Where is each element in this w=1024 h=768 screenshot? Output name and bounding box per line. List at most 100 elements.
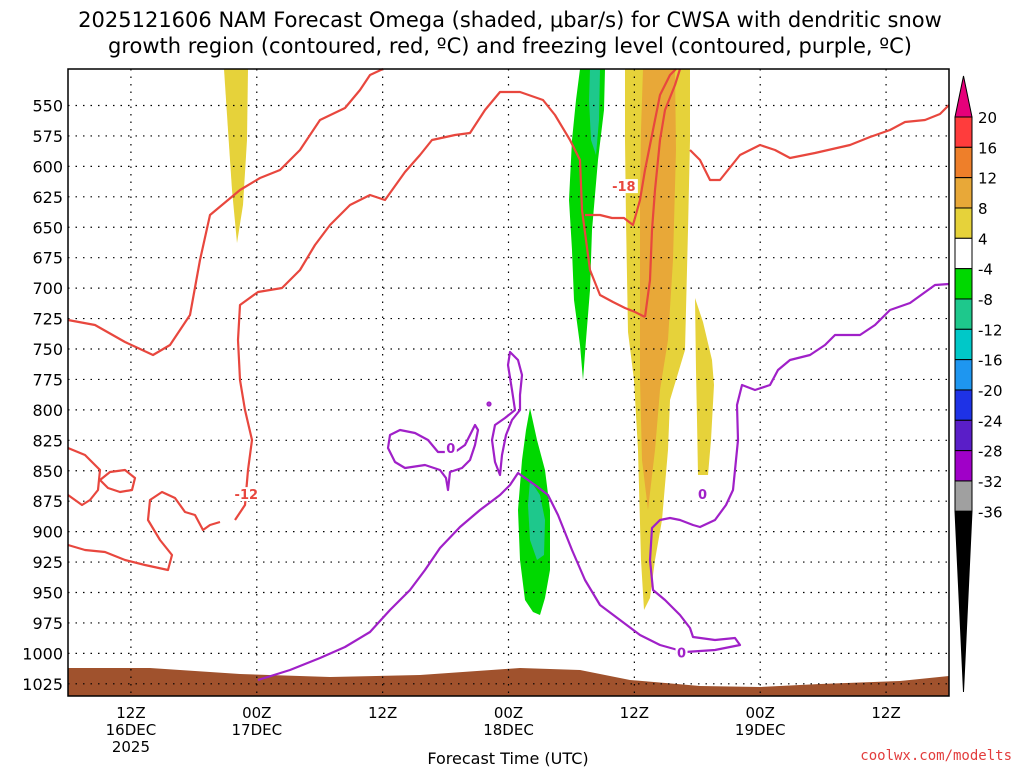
y-tick-label: 750: [32, 340, 63, 359]
y-tick-label: 825: [32, 431, 63, 450]
freezing-level-contours: [257, 282, 950, 682]
chart-title-line2: growth region (contoured, red, ºC) and f…: [108, 34, 912, 58]
contour-label-bg: [675, 645, 688, 660]
colorbar: 20 16 12 8 4 -4 -8 -12 -16 -20 -24 -28 -32 -36: [954, 75, 1003, 693]
dgz-contour-line: [689, 104, 950, 182]
x-tick-label: 12Z: [620, 704, 649, 722]
colorbar-segment: [954, 116, 973, 148]
contour-label: -18: [612, 180, 636, 195]
contour-label: 0: [698, 488, 707, 503]
colorbar-segment: [954, 480, 973, 512]
colorbar-segment: [954, 328, 973, 361]
y-tick-label: 625: [32, 188, 63, 207]
y-tick-label: 1000: [22, 644, 63, 663]
x-tick-label: 12Z: [116, 704, 145, 722]
dgz-contour-line: [67, 490, 221, 572]
contour-labels: -18 -12 0 0 0: [232, 179, 709, 661]
colorbar-label: -28: [978, 443, 1003, 461]
y-tick-label: 600: [32, 157, 63, 176]
x-tick-label: 00Z: [494, 704, 523, 722]
y-tick-label: 675: [32, 249, 63, 268]
colorbar-label: -36: [978, 503, 1003, 521]
dgz-contour-line: [585, 68, 677, 227]
x-tick-label: 12Z: [368, 704, 397, 722]
omega-shading-negative: [518, 69, 605, 615]
y-tick-label: 900: [32, 523, 63, 542]
y-tick-label: 575: [32, 127, 63, 146]
y-axis-ticks: 550 575 600 625 650 675 700 725 750 775 800 825 850 8…: [22, 97, 63, 694]
colorbar-segment: [954, 298, 973, 330]
contour-label-bg: [696, 487, 709, 502]
chart-title-line1: 2025121606 NAM Forecast Omega (shaded, μ…: [78, 8, 942, 32]
colorbar-segment: [954, 359, 973, 391]
contour-label-bg: [444, 440, 457, 455]
colorbar-label: -32: [978, 473, 1003, 491]
y-tick-label: 725: [32, 310, 63, 329]
x-tick-label: 2025: [112, 738, 150, 756]
colorbar-bottom-arrow: [954, 510, 973, 693]
y-tick-label: 775: [32, 370, 63, 389]
contour-label: 0: [677, 646, 686, 661]
y-tick-label: 700: [32, 279, 63, 298]
dgz-contour-line: [234, 90, 646, 521]
x-tick-label: 00Z: [242, 704, 271, 722]
y-tick-label: 1025: [22, 675, 63, 694]
colorbar-label: 16: [978, 139, 997, 157]
omega-shading-positive: [224, 69, 714, 610]
freezing-level-line: [386, 423, 480, 492]
colorbar-segment: [954, 389, 973, 421]
y-tick-label: 800: [32, 401, 63, 420]
dgz-contours: [67, 68, 950, 572]
y-tick-label: 850: [32, 462, 63, 481]
colorbar-label: 12: [978, 170, 997, 188]
contour-label-bg: [232, 487, 261, 502]
contour-label-bg: [609, 179, 638, 194]
colorbar-label: -4: [978, 261, 993, 279]
dgz-contour-line: [98, 468, 137, 494]
colorbar-segment: [954, 146, 973, 179]
colorbar-label: -20: [978, 382, 1003, 400]
x-tick-label: 17DEC: [231, 721, 282, 739]
colorbar-label: -16: [978, 352, 1003, 370]
omega-positive-area: [640, 69, 676, 510]
x-tick-label: 18DEC: [483, 721, 534, 739]
colorbar-segment: [954, 207, 973, 239]
colorbar-label: -24: [978, 412, 1003, 430]
y-tick-label: 650: [32, 218, 63, 237]
x-tick-label: 16DEC: [106, 721, 157, 739]
dgz-contour-line: [67, 68, 384, 357]
plot-area: -18 -12 0 0 0: [67, 68, 950, 697]
colorbar-label: -8: [978, 291, 993, 309]
contour-label: 0: [446, 442, 455, 457]
colorbar-segment: [954, 419, 973, 452]
y-tick-label: 925: [32, 553, 63, 572]
freezing-level-line: [490, 350, 524, 477]
colorbar-label: -12: [978, 321, 1003, 339]
colorbar-label: 20: [978, 109, 997, 127]
freezing-level-line: [257, 282, 950, 682]
y-tick-label: 975: [32, 614, 63, 633]
x-tick-label: 12Z: [871, 704, 900, 722]
colorbar-segment: [954, 177, 973, 209]
x-axis-label: Forecast Time (UTC): [427, 749, 588, 768]
omega-positive-area: [224, 69, 248, 243]
y-tick-label: 950: [32, 584, 63, 603]
credit-text: coolwx.com/modelts: [860, 748, 1012, 764]
y-tick-label: 550: [32, 97, 63, 116]
plot-frame: [67, 68, 950, 697]
contour-label: -12: [235, 488, 259, 503]
omega-negative-area: [589, 69, 600, 155]
x-tick-label: 00Z: [746, 704, 775, 722]
colorbar-segment: [954, 237, 973, 270]
colorbar-segment: [954, 268, 973, 300]
x-tick-label: 19DEC: [735, 721, 786, 739]
omega-negative-area: [528, 480, 545, 560]
freezing-level-line: [486, 401, 492, 407]
terrain-surface: [68, 668, 949, 696]
colorbar-label: 8: [978, 200, 988, 218]
y-tick-label: 875: [32, 492, 63, 511]
dgz-contour-line: [67, 446, 102, 507]
colorbar-segment: [954, 450, 973, 482]
